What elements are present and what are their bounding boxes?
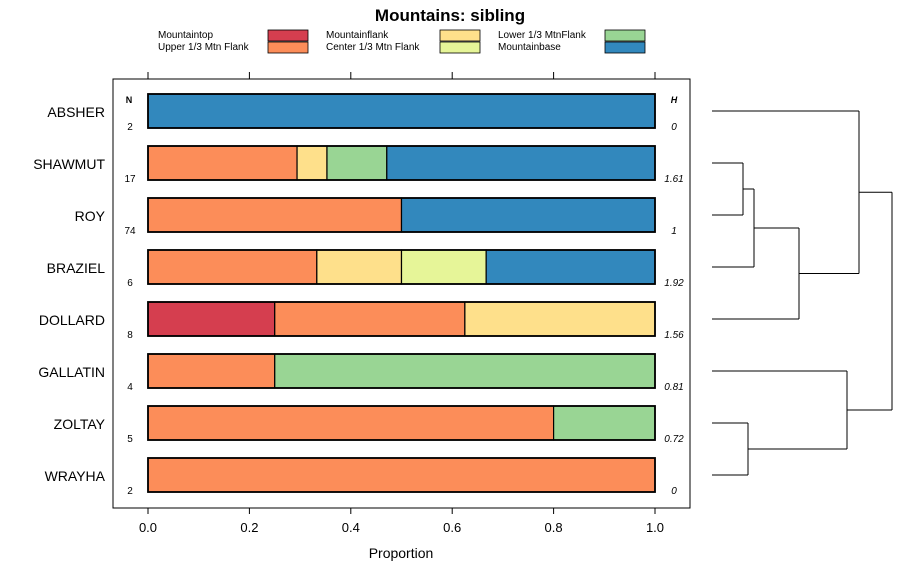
bar-segment (147, 301, 276, 337)
bar-outline (147, 145, 656, 181)
bar-segment (464, 301, 656, 337)
bar-outline (147, 457, 656, 493)
legend-label: Mountainbase (498, 42, 561, 53)
row-label: SHAWMUT (33, 156, 105, 172)
h-value: 0 (671, 122, 677, 133)
bar-segment (316, 249, 403, 285)
n-value: 2 (127, 486, 133, 497)
bar-outline (147, 249, 656, 285)
row-label: ZOLTAY (54, 416, 106, 432)
bar-segment (274, 301, 466, 337)
h-value: 1.56 (664, 330, 684, 341)
h-header: H (671, 95, 678, 105)
legend-label: Upper 1/3 Mtn Flank (158, 42, 250, 53)
bar-segment (485, 249, 656, 285)
bar-segment (552, 405, 656, 441)
legend-label: Mountainflank (326, 30, 389, 41)
h-value: 0.81 (664, 382, 683, 393)
x-axis: 0.0 0.2 0.4 0.6 0.8 1.0 (139, 72, 664, 535)
row-label: BRAZIEL (47, 260, 106, 276)
x-tick-label: 0.0 (139, 520, 157, 535)
bar-segment (147, 145, 298, 181)
plot-frame (112, 78, 691, 509)
row-label: WRAYHA (45, 468, 106, 484)
h-value: 1.92 (664, 278, 684, 289)
bar-segment (274, 353, 656, 389)
row-label: ROY (75, 208, 106, 224)
legend-label: Center 1/3 Mtn Flank (326, 42, 420, 53)
x-axis-title: Proportion (369, 545, 434, 561)
bar-segment (400, 249, 487, 285)
bar-outline (147, 197, 656, 233)
h-value: 0 (671, 486, 677, 497)
h-value: 0.72 (664, 434, 684, 445)
legend-swatch (267, 41, 309, 54)
bar-outline (147, 93, 656, 129)
legend-swatch (604, 41, 646, 54)
x-tick-label: 0.4 (342, 520, 360, 535)
n-value: 6 (127, 278, 133, 289)
dendrogram (712, 110, 893, 476)
n-value: 5 (127, 434, 133, 445)
n-value: 17 (124, 174, 136, 185)
legend-swatch (604, 29, 646, 42)
bar-segment (147, 405, 555, 441)
bar-outline (147, 301, 656, 337)
legend-label: Mountaintop (158, 30, 213, 41)
bar-outline (147, 353, 656, 389)
x-tick-label: 0.2 (240, 520, 258, 535)
bar-segment (400, 197, 656, 233)
bar-outline (147, 405, 656, 441)
legend-swatch (439, 41, 481, 54)
n-value: 8 (127, 330, 133, 341)
row-label: GALLATIN (38, 364, 105, 380)
bar-segment (147, 93, 656, 129)
bar-segment (296, 145, 328, 181)
x-tick-label: 0.6 (443, 520, 461, 535)
n-value: 2 (127, 122, 133, 133)
x-tick-label: 1.0 (646, 520, 664, 535)
n-header: N (126, 95, 133, 105)
h-value: 1 (671, 226, 677, 237)
n-value: 74 (124, 226, 136, 237)
chart-title: Mountains: sibling (375, 6, 525, 25)
legend-swatch (267, 29, 309, 42)
bar-segment (147, 353, 276, 389)
x-tick-label: 0.8 (545, 520, 563, 535)
bar-segment (147, 457, 656, 493)
bar-segment (326, 145, 388, 181)
bar-segment (147, 249, 318, 285)
row-label: DOLLARD (39, 312, 105, 328)
h-value: 1.61 (664, 174, 683, 185)
n-value: 4 (127, 382, 133, 393)
legend-swatch (439, 29, 481, 42)
row-label: ABSHER (47, 104, 105, 120)
bar-segment (386, 145, 656, 181)
bar-segment (147, 197, 403, 233)
legend-label: Lower 1/3 MtnFlank (498, 30, 587, 41)
bar-rows: ABSHER 2 0 SHAWMUT 17 1.61 ROY 74 1 BRAZIEL 6 1.92 D… (33, 93, 684, 497)
